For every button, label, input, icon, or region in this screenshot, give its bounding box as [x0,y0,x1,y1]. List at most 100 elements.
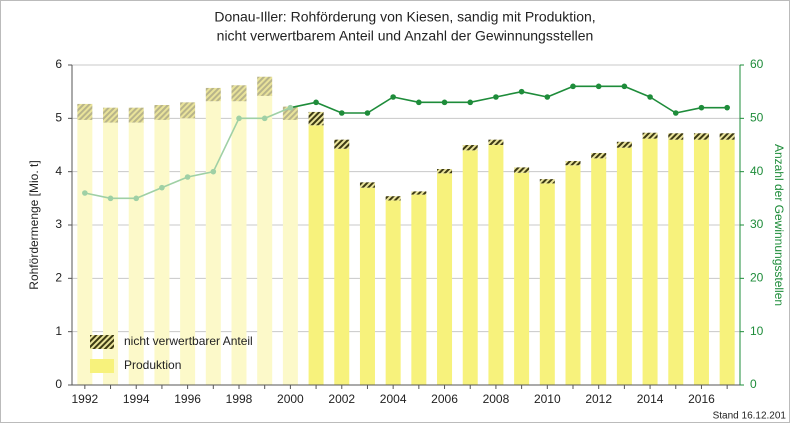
y-tick-label: 2 [55,271,62,285]
bar-hatched [719,133,735,140]
line-point [595,83,602,90]
line-point [133,195,140,202]
y-axis-label: Rohfördermenge [Mio. t] [27,160,41,289]
chart-title: Donau-Iller: Rohförderung von Kiesen, sa… [214,9,595,25]
line-segment [392,96,420,104]
bar-hatched [693,133,709,140]
footnote: Stand 16.12.201 [713,411,787,422]
bar-hatched [462,145,478,151]
line-segment [290,101,317,109]
line-point [621,83,628,90]
y-tick-label: 4 [55,164,62,178]
line-point [698,104,705,111]
bar [693,139,709,385]
bar [719,139,735,385]
bar [488,145,504,385]
bar-hatched [385,196,401,201]
x-tick-label: 2002 [328,392,355,406]
bar-hatched [308,111,324,126]
bar-hatched [77,103,93,120]
bar-hatched [205,87,221,102]
legend-swatch [90,335,114,349]
bar [642,138,658,385]
x-tick-label: 2000 [277,392,304,406]
legend-swatch [90,359,114,373]
bar [462,150,478,385]
bar [180,118,196,385]
line-point [236,115,242,122]
line-point [518,88,525,95]
bar [77,119,93,385]
x-tick-label: 2004 [380,392,407,406]
bar [359,187,375,385]
line-segment [495,90,522,98]
line-segment [675,106,702,114]
line-point [467,99,474,106]
y-tick-label: 3 [55,217,62,231]
bar-hatched [257,76,273,96]
line-point [107,195,114,202]
line-point [287,104,294,111]
y-tick-label: 5 [55,111,62,125]
line-segment [161,176,188,189]
bar-hatched [539,179,555,184]
y2-tick-label: 50 [750,111,764,125]
line-point [82,190,88,196]
bar-hatched [180,102,196,119]
line-point [159,184,165,191]
bar-hatched [128,107,144,123]
bar-hatched [668,133,684,140]
line-segment [264,106,291,120]
x-tick-label: 1994 [123,392,150,406]
line-point [184,174,191,180]
y2-tick-label: 40 [750,164,764,178]
line-segment [84,192,111,200]
bar [437,173,453,385]
bar-hatched [359,182,375,188]
line-point [364,110,371,116]
line-point [570,83,576,90]
bar-hatched [591,153,607,159]
x-tick-label: 1992 [71,392,98,406]
y-tick-label: 6 [55,57,62,71]
chart-subtitle: nicht verwertbarem Anteil und Anzahl der… [217,28,594,44]
x-tick-label: 2016 [688,392,715,406]
y-tick-label: 1 [55,324,62,338]
bar [539,183,555,385]
y2-tick-label: 30 [750,217,764,231]
y2-tick-label: 0 [750,377,757,391]
bar-hatched [488,139,504,145]
line-segment [649,96,677,114]
bar [103,122,119,385]
line-point [390,94,396,100]
line-segment [547,85,574,98]
bar-hatched [437,169,453,174]
line-point [672,110,679,116]
bar [514,172,530,385]
line-point [544,94,551,100]
line-segment [521,90,548,98]
bar-hatched [334,139,350,149]
bar-hatched [154,105,170,120]
legend-label: Produktion [124,358,181,372]
line-segment [315,101,343,114]
bar [565,165,581,385]
line-segment [212,117,240,173]
bar [385,200,401,385]
bar [591,158,607,385]
y2-axis-label: Anzahl der Gewinnungsstellen [772,144,786,306]
y-tick-label: 0 [55,377,62,391]
line-point [338,110,345,116]
bar-hatched [616,141,632,148]
line-point [493,94,499,100]
line-point [261,115,268,122]
line-point [210,168,217,175]
bar-hatched [411,191,427,195]
bar [668,139,684,385]
y2-tick-label: 60 [750,57,764,71]
y2-tick-label: 20 [750,271,764,285]
bar [128,122,144,385]
line-segment [187,170,214,178]
bar [257,95,273,385]
